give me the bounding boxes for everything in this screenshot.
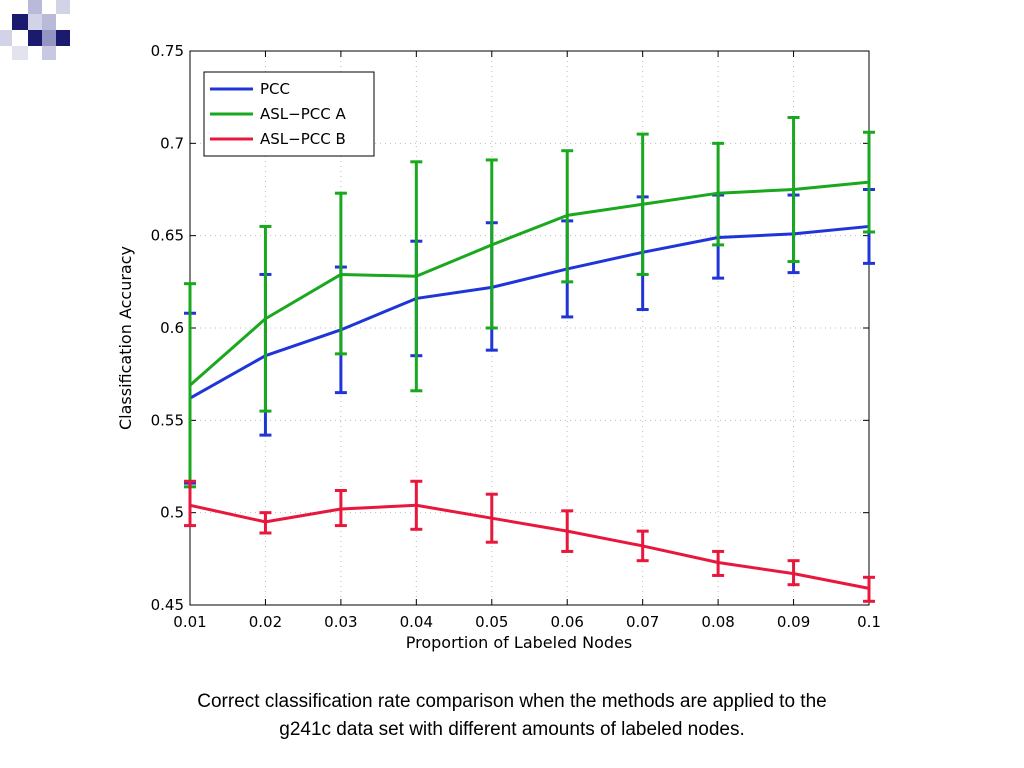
y-tick-label: 0.5 — [160, 504, 184, 522]
x-tick-label: 0.03 — [324, 613, 357, 631]
y-tick-label: 0.45 — [151, 596, 184, 614]
series-2-line — [189, 180, 870, 387]
series-3 — [184, 479, 875, 603]
series-layer — [184, 115, 875, 603]
x-tick-label: 0.04 — [400, 613, 433, 631]
series-1-line — [189, 224, 870, 400]
y-tick-label: 0.55 — [151, 411, 184, 429]
legend-label-3: ASL−PCC B — [260, 130, 346, 148]
slide-logo — [0, 0, 70, 60]
legend-label-1: PCC — [260, 80, 290, 98]
legend: PCC ASL−PCC A ASL−PCC B — [203, 71, 375, 157]
x-tick-label: 0.07 — [626, 613, 659, 631]
x-axis-ticks: 0.01 0.02 0.03 0.04 0.05 0.06 0.07 0.08 0.09 0.1 — [173, 51, 881, 631]
x-tick-label: 0.02 — [249, 613, 282, 631]
x-axis-label: Proportion of Labeled Nodes — [406, 633, 633, 652]
caption-line-1: Correct classification rate comparison w… — [197, 691, 827, 712]
x-tick-label: 0.06 — [551, 613, 584, 631]
x-tick-label: 0.08 — [701, 613, 734, 631]
series-3-line — [189, 503, 870, 590]
legend-label-2: ASL−PCC A — [260, 105, 346, 123]
series-1 — [184, 188, 875, 485]
x-tick-label: 0.1 — [857, 613, 881, 631]
y-tick-label: 0.7 — [160, 134, 184, 152]
x-tick-label: 0.05 — [475, 613, 508, 631]
y-tick-label: 0.75 — [151, 42, 184, 60]
slide-caption: Correct classification rate comparison w… — [100, 688, 924, 744]
y-axis-ticks: 0.45 0.5 0.55 0.6 0.65 0.7 0.75 — [151, 42, 869, 614]
y-tick-label: 0.65 — [151, 227, 184, 245]
y-axis-label: Classification Accuracy — [116, 246, 135, 430]
caption-line-2: g241c data set with different amounts of… — [279, 719, 745, 740]
x-tick-label: 0.01 — [173, 613, 206, 631]
x-tick-label: 0.09 — [777, 613, 810, 631]
series-2 — [184, 115, 875, 489]
y-tick-label: 0.6 — [160, 319, 184, 337]
